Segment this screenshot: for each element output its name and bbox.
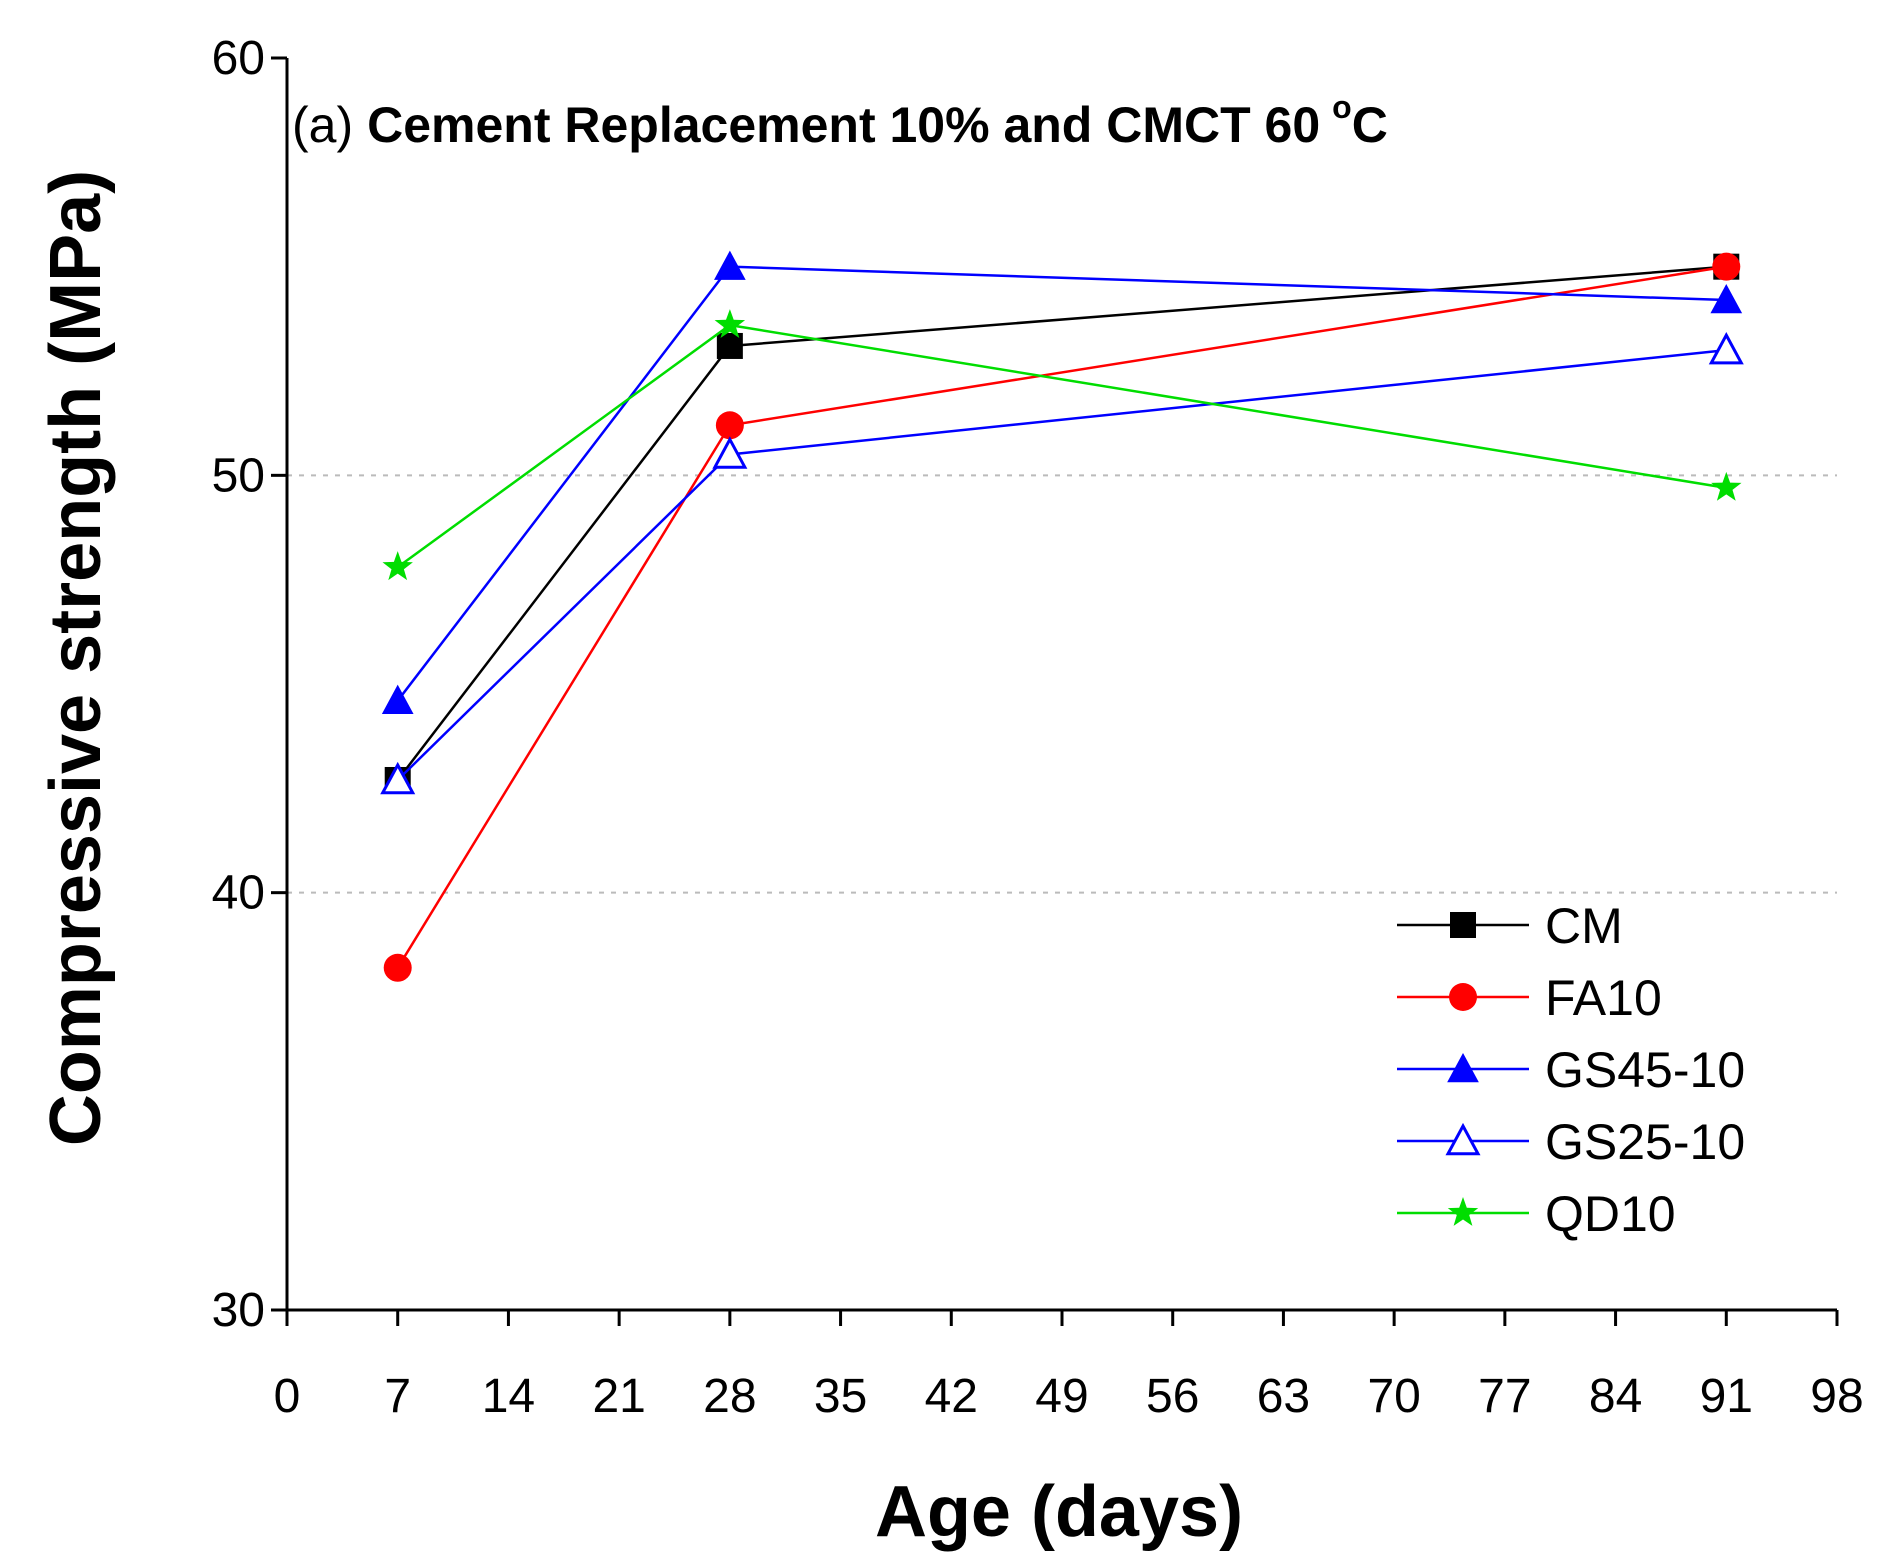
legend-marker-cm [1450, 912, 1476, 938]
chart-title-degree: o [1332, 89, 1352, 125]
data-point-qd10-day-28 [714, 309, 746, 338]
x-tick-label-7: 7 [384, 1370, 411, 1423]
x-tick-label-84: 84 [1589, 1370, 1642, 1423]
data-point-fa10-day-91 [1712, 252, 1741, 281]
y-tick-label-50: 50 [212, 449, 265, 502]
x-tick-label-98: 98 [1810, 1370, 1863, 1423]
data-point-cm-day-28 [716, 332, 743, 359]
legend-label-cm: CM [1545, 898, 1623, 954]
x-tick-label-77: 77 [1478, 1370, 1531, 1423]
legend-item-gs45-10: GS45-10 [1397, 1042, 1745, 1098]
legend-label-gs25-10: GS25-10 [1545, 1114, 1745, 1170]
legend: CM FA10 GS45-10 GS25-10 QD10 [1397, 898, 1745, 1242]
data-point-gs45-10-day-28 [714, 250, 746, 280]
x-tick-label-28: 28 [703, 1370, 756, 1423]
y-axis-label: Compressive strength (MPa) [36, 170, 116, 1146]
series-qd10 [382, 309, 1742, 581]
chart-title-unit: C [1352, 97, 1388, 153]
data-point-gs25-10-day-7 [380, 761, 416, 795]
legend-item-cm: CM [1397, 898, 1623, 954]
data-point-gs45-10-day-7 [381, 684, 414, 714]
legend-label-gs45-10: GS45-10 [1545, 1042, 1745, 1098]
x-tick-label-42: 42 [925, 1370, 978, 1423]
x-tick-label-35: 35 [814, 1370, 867, 1423]
data-point-gs25-10-day-28 [712, 436, 748, 469]
x-tick-label-49: 49 [1035, 1370, 1088, 1423]
data-point-fa10-day-7 [383, 953, 412, 982]
legend-marker-gs45-10 [1447, 1052, 1479, 1083]
series-gs45-10 [381, 250, 1743, 714]
legend-item-qd10: QD10 [1397, 1186, 1676, 1242]
legend-label-qd10: QD10 [1545, 1186, 1676, 1242]
series-fa10 [383, 252, 1741, 982]
y-tick-label-60: 60 [212, 32, 265, 85]
data-point-gs25-10-day-91 [1708, 331, 1744, 365]
x-tick-label-70: 70 [1367, 1370, 1420, 1423]
ticks: 0 7 14 21 28 35 42 49 56 63 70 77 84 91 98 30 40 50 60 [212, 32, 1864, 1423]
data-point-fa10-day-28 [715, 411, 744, 440]
legend-marker-gs25-10 [1445, 1122, 1481, 1156]
data-point-qd10-day-91 [1711, 471, 1742, 501]
x-tick-label-14: 14 [482, 1370, 535, 1423]
chart-title: (a) Cement Replacement 10% and CMCT 60 oC [292, 89, 1388, 153]
legend-marker-fa10 [1449, 983, 1477, 1011]
x-axis-label: Age (days) [875, 1472, 1243, 1552]
legend-item-gs25-10: GS25-10 [1397, 1114, 1745, 1170]
legend-label-fa10: FA10 [1545, 970, 1662, 1026]
chart-title-main: Cement Replacement 10% and CMCT 60 [367, 97, 1320, 153]
x-tick-label-0: 0 [274, 1370, 301, 1423]
data-point-gs45-10-day-91 [1710, 284, 1743, 314]
series-gs25-10 [380, 331, 1744, 795]
legend-item-fa10: FA10 [1397, 970, 1662, 1026]
x-tick-label-91: 91 [1700, 1370, 1753, 1423]
x-tick-label-56: 56 [1146, 1370, 1199, 1423]
x-tick-label-63: 63 [1257, 1370, 1310, 1423]
series-layer [380, 250, 1744, 982]
legend-marker-qd10 [1447, 1197, 1479, 1226]
y-tick-label-30: 30 [212, 1284, 265, 1337]
x-tick-label-21: 21 [592, 1370, 645, 1423]
chart-title-prefix: (a) [292, 97, 353, 153]
data-point-qd10-day-7 [382, 551, 413, 581]
y-tick-label-40: 40 [212, 867, 265, 920]
